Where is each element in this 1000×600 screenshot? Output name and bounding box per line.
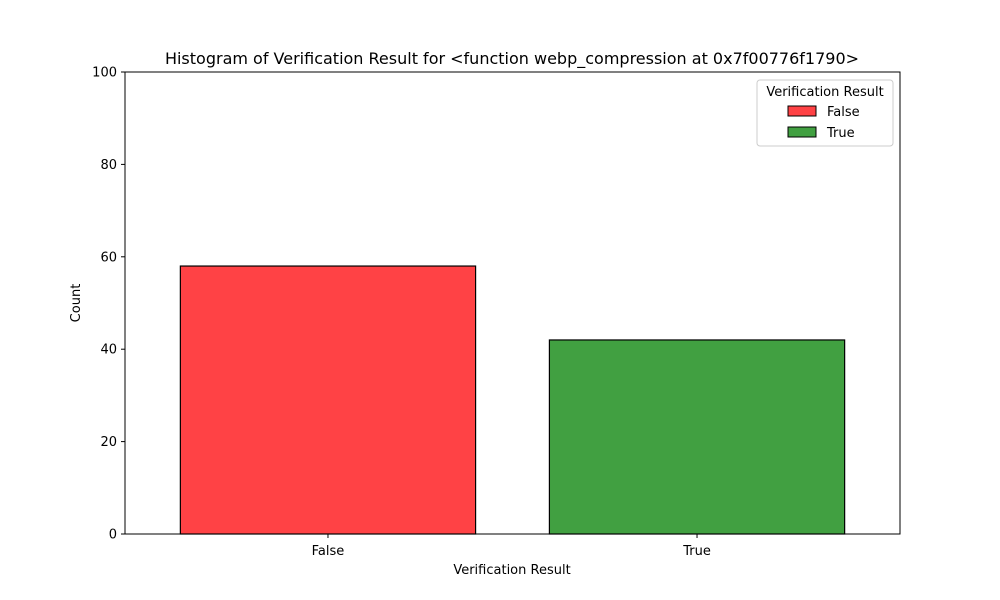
y-tick-label-60: 60 [100, 250, 117, 265]
legend: Verification Result False True [756, 79, 894, 147]
y-axis: 0 20 40 60 80 100 [92, 66, 125, 543]
bar-false [179, 265, 477, 535]
y-tick-label-0: 0 [109, 528, 117, 543]
plot-frame [124, 71, 901, 535]
legend-swatch-false [787, 105, 817, 117]
bars-layer [179, 265, 846, 535]
x-axis-label: Verification Result [453, 563, 570, 578]
legend-label-false: False [827, 105, 860, 120]
y-tick-label-20: 20 [100, 435, 117, 450]
chart-title: Histogram of Verification Result for <fu… [165, 49, 859, 69]
legend-title: Verification Result [766, 85, 883, 100]
y-tick-label-100: 100 [92, 66, 117, 81]
legend-swatch-true [787, 126, 817, 138]
x-tick-label-true: True [682, 544, 711, 559]
x-tick-label-false: False [312, 544, 345, 559]
y-axis-label: Count [69, 284, 84, 323]
y-tick-label-80: 80 [100, 158, 117, 173]
y-tick-label-40: 40 [100, 343, 117, 358]
x-axis: False True [312, 534, 711, 559]
bar-true [548, 339, 846, 535]
legend-label-true: True [826, 126, 855, 141]
